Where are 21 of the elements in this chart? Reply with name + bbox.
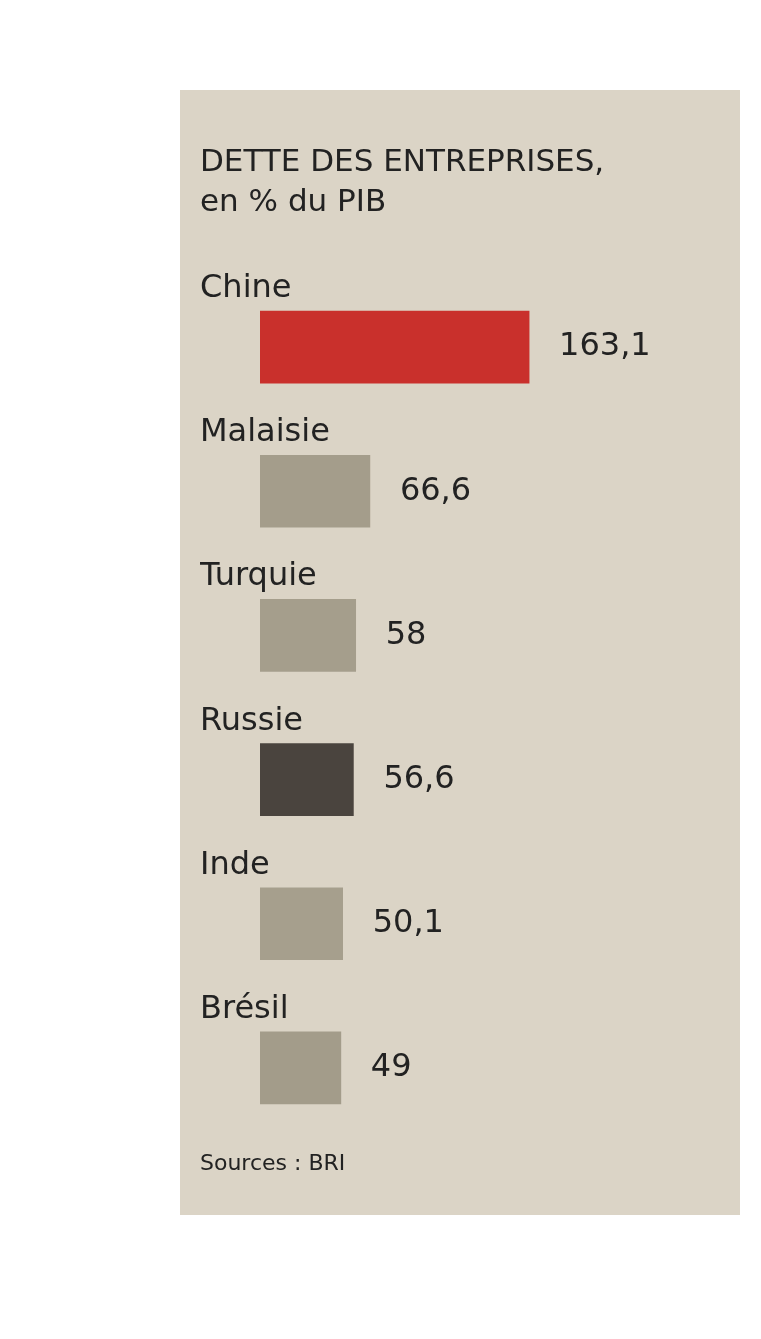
y-tick-label: Russie	[200, 699, 303, 738]
data-label: 56,6	[383, 757, 455, 796]
data-label: 66,6	[399, 469, 472, 508]
source-note: Sources : BRI	[200, 1150, 347, 1175]
data-label: 163,1	[559, 325, 651, 364]
chart-title: DETTE DES ENTREPRISES,	[200, 141, 606, 180]
data-label: 50,1	[372, 902, 444, 941]
bar	[260, 887, 343, 961]
bar	[260, 599, 357, 672]
data-label: 58	[385, 613, 427, 652]
data-label: 49	[370, 1046, 412, 1085]
bar	[260, 310, 530, 384]
chart-subtitle: en % du PIB	[200, 181, 388, 220]
y-tick-label: Malaisie	[200, 411, 330, 450]
bar	[260, 454, 371, 528]
bar	[260, 743, 354, 816]
y-tick-label: Chine	[200, 267, 292, 306]
y-tick-label: Turquie	[199, 555, 317, 594]
y-tick-label: Brésil	[200, 987, 289, 1026]
bar	[260, 1031, 342, 1105]
y-tick-label: Inde	[200, 843, 270, 882]
